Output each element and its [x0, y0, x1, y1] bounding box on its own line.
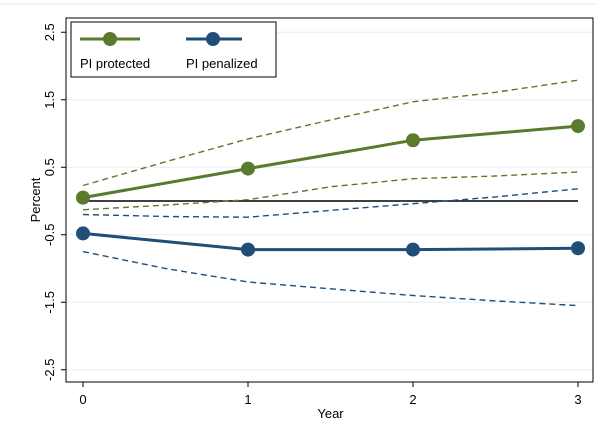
series-lines	[76, 119, 585, 257]
data-point-penalized	[241, 242, 255, 257]
plot-area-frame	[65, 17, 594, 383]
data-point-protected	[76, 190, 90, 205]
data-point-protected	[241, 161, 255, 176]
y-tick-label: 2.5	[42, 23, 57, 41]
y-tick-label: -2.5	[42, 359, 57, 381]
data-point-protected	[406, 133, 420, 148]
y-tick-label: -1.5	[42, 291, 57, 313]
legend-label-protected: PI protected	[80, 56, 150, 71]
ci-lower-line-penalized	[82, 250, 579, 307]
legend-marker-protected	[103, 32, 117, 46]
ci-upper-line-penalized	[82, 188, 579, 218]
x-tick-label: 2	[409, 392, 416, 407]
confidence-intervals	[82, 79, 579, 307]
data-point-penalized	[571, 241, 585, 256]
data-point-penalized	[76, 226, 90, 241]
legend-label-penalized: PI penalized	[186, 56, 258, 71]
y-axis-title: Percent	[28, 177, 43, 222]
y-tick-label: 0.5	[42, 158, 57, 176]
data-point-penalized	[406, 242, 420, 257]
y-tick-label: -0.5	[42, 224, 57, 246]
legend-box	[70, 21, 277, 78]
x-tick-label: 1	[244, 392, 251, 407]
legend: PI protected PI penalized	[70, 21, 277, 78]
x-tick-label: 0	[79, 392, 86, 407]
legend-marker-penalized	[206, 32, 220, 46]
ci-lower-line-protected	[82, 171, 579, 211]
y-tick-label: 1.5	[42, 91, 57, 109]
ci-upper-line-protected	[82, 79, 579, 187]
x-tick-label: 3	[574, 392, 581, 407]
series-line-penalized	[82, 231, 579, 252]
x-axis-title: Year	[317, 406, 344, 421]
series-line-protected	[82, 124, 579, 200]
data-point-protected	[571, 119, 585, 134]
axes: 0 1 2 3 2.5 1.5 0.5 -0.5 -1.5 -2.5 Year Percent	[28, 23, 582, 421]
